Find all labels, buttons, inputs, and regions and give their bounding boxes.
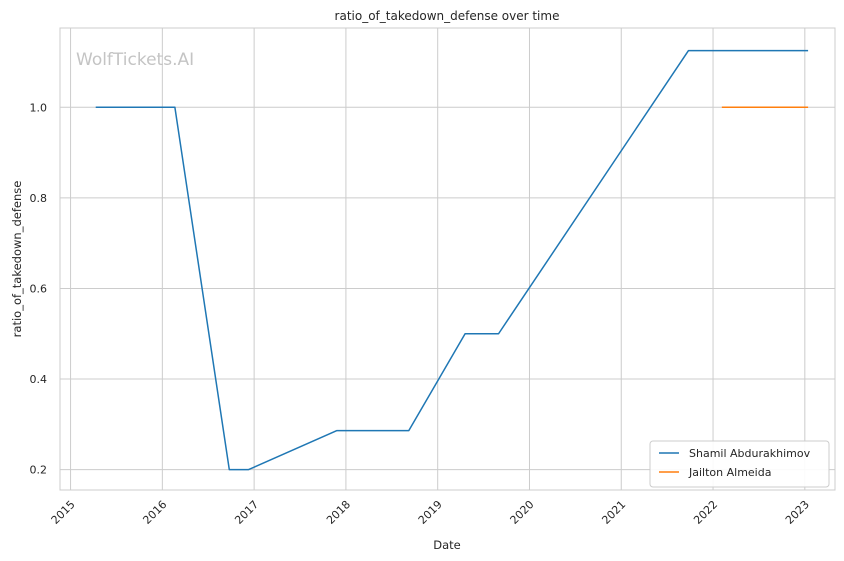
legend-label: Shamil Abdurakhimov [689, 447, 811, 460]
x-tick-label: 2015 [49, 498, 78, 527]
x-tick-label: 2016 [140, 498, 169, 527]
watermark: WolfTickets.AI [76, 50, 194, 70]
series-lines [95, 49, 809, 471]
x-tick-label: 2017 [232, 498, 261, 527]
x-tick-labels: 2015 2016 2017 2018 2019 2020 2021 2022 2023 [49, 498, 812, 527]
x-tick-label: 2018 [324, 498, 353, 527]
y-tick-label: 0.8 [30, 192, 48, 205]
legend: Shamil Abdurakhimov Jailton Almeida [649, 440, 830, 488]
x-tick-label: 2021 [599, 498, 628, 527]
chart-title: ratio_of_takedown_defense over time [335, 9, 560, 23]
plot-background [60, 28, 835, 490]
plot-frame [59, 27, 836, 491]
y-tick-labels: 0.2 0.4 0.6 0.8 1.0 [30, 101, 48, 476]
y-tick-label: 0.2 [30, 464, 48, 477]
y-tick-label: 0.4 [30, 373, 48, 386]
y-tick-label: 0.6 [30, 282, 48, 295]
legend-label: Jailton Almeida [688, 466, 771, 479]
x-tick-label: 2019 [416, 498, 445, 527]
legend-box [649, 440, 830, 488]
series-line-shamil-abdurakhimov [95, 49, 809, 471]
x-axis-label: Date [433, 538, 461, 552]
x-tick-label: 2020 [508, 498, 537, 527]
y-tick-label: 1.0 [30, 101, 48, 114]
y-axis-label: ratio_of_takedown_defense [10, 181, 24, 338]
x-tick-label: 2023 [783, 498, 812, 527]
x-tick-label: 2022 [691, 498, 720, 527]
